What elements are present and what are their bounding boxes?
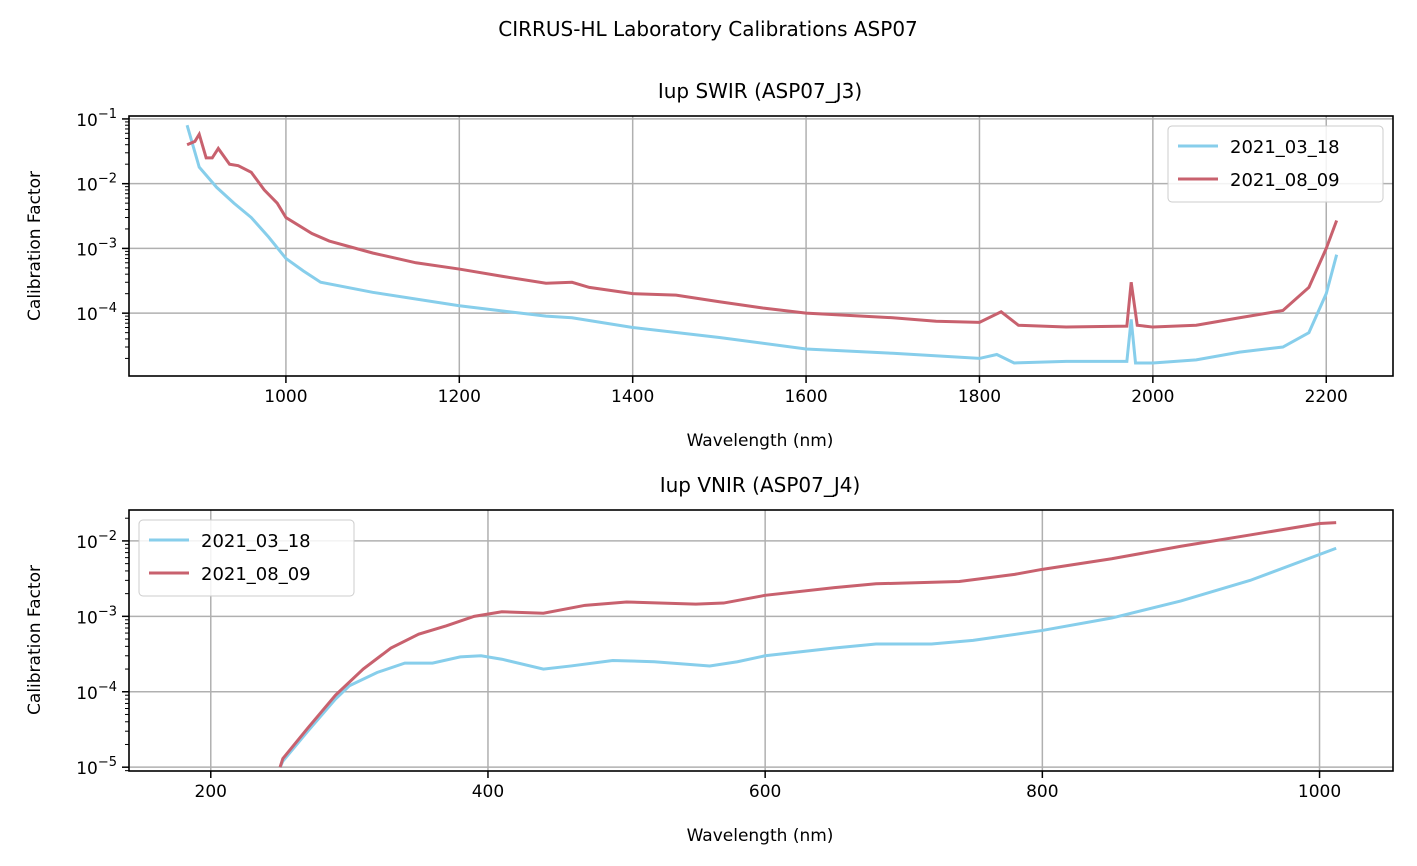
series-line-2021_03_18: [185, 124, 1339, 365]
legend-label: 2021_03_18: [201, 531, 311, 552]
vnir-xlabel: Wavelength (nm): [687, 826, 834, 846]
x-tick-label: 2200: [1305, 387, 1348, 407]
vnir-ylabel: Calibration Factor: [25, 565, 45, 715]
x-tick-label: 800: [1026, 782, 1058, 802]
series-line-2021_08_09: [186, 130, 1339, 329]
y-tick-label: 10−3: [76, 236, 117, 260]
legend-label: 2021_08_09: [1230, 170, 1340, 191]
y-tick-label: 10−4: [76, 680, 117, 704]
x-tick-label: 1000: [1298, 782, 1341, 802]
x-tick-label: 200: [195, 782, 227, 802]
y-tick-label: 10−1: [76, 107, 117, 131]
vnir-axes: Iup VNIR (ASP07_J4) Wavelength (nm) Cali…: [25, 473, 1394, 846]
x-tick-label: 2000: [1131, 387, 1174, 407]
y-tick-label: 10−4: [76, 301, 117, 325]
y-tick-label: 10−5: [76, 755, 117, 779]
x-tick-label: 1400: [611, 387, 654, 407]
series-line-2021_03_18: [278, 546, 1337, 768]
x-tick-label: 1600: [784, 387, 827, 407]
legend: 2021_03_18 2021_08_09: [1167, 125, 1384, 203]
x-tick-label: 600: [749, 782, 781, 802]
x-tick-label: 1200: [438, 387, 481, 407]
y-tick-label: 10−3: [76, 604, 117, 628]
legend-frame: [138, 519, 355, 597]
legend: 2021_03_18 2021_08_09: [138, 519, 355, 597]
legend-label: 2021_08_09: [201, 564, 311, 585]
x-tick-label: 1000: [264, 387, 307, 407]
y-tick-label: 10−2: [76, 529, 117, 553]
vnir-title: Iup VNIR (ASP07_J4): [660, 473, 861, 497]
axes-frame: [128, 115, 1394, 377]
x-tick-label: 1800: [958, 387, 1001, 407]
series-line-2021_08_09: [278, 521, 1337, 768]
swir-title: Iup SWIR (ASP07_J3): [658, 79, 862, 103]
axes-frame: [128, 509, 1394, 772]
swir-xlabel: Wavelength (nm): [687, 431, 834, 451]
swir-ylabel: Calibration Factor: [25, 171, 45, 321]
figure-title: CIRRUS-HL Laboratory Calibrations ASP07: [498, 17, 918, 41]
y-tick-label: 10−2: [76, 172, 117, 196]
legend-label: 2021_03_18: [1230, 137, 1340, 158]
x-tick-label: 400: [472, 782, 504, 802]
swir-axes: Iup SWIR (ASP07_J3) Wavelength (nm) Cali…: [25, 79, 1394, 451]
legend-frame: [1167, 125, 1384, 203]
